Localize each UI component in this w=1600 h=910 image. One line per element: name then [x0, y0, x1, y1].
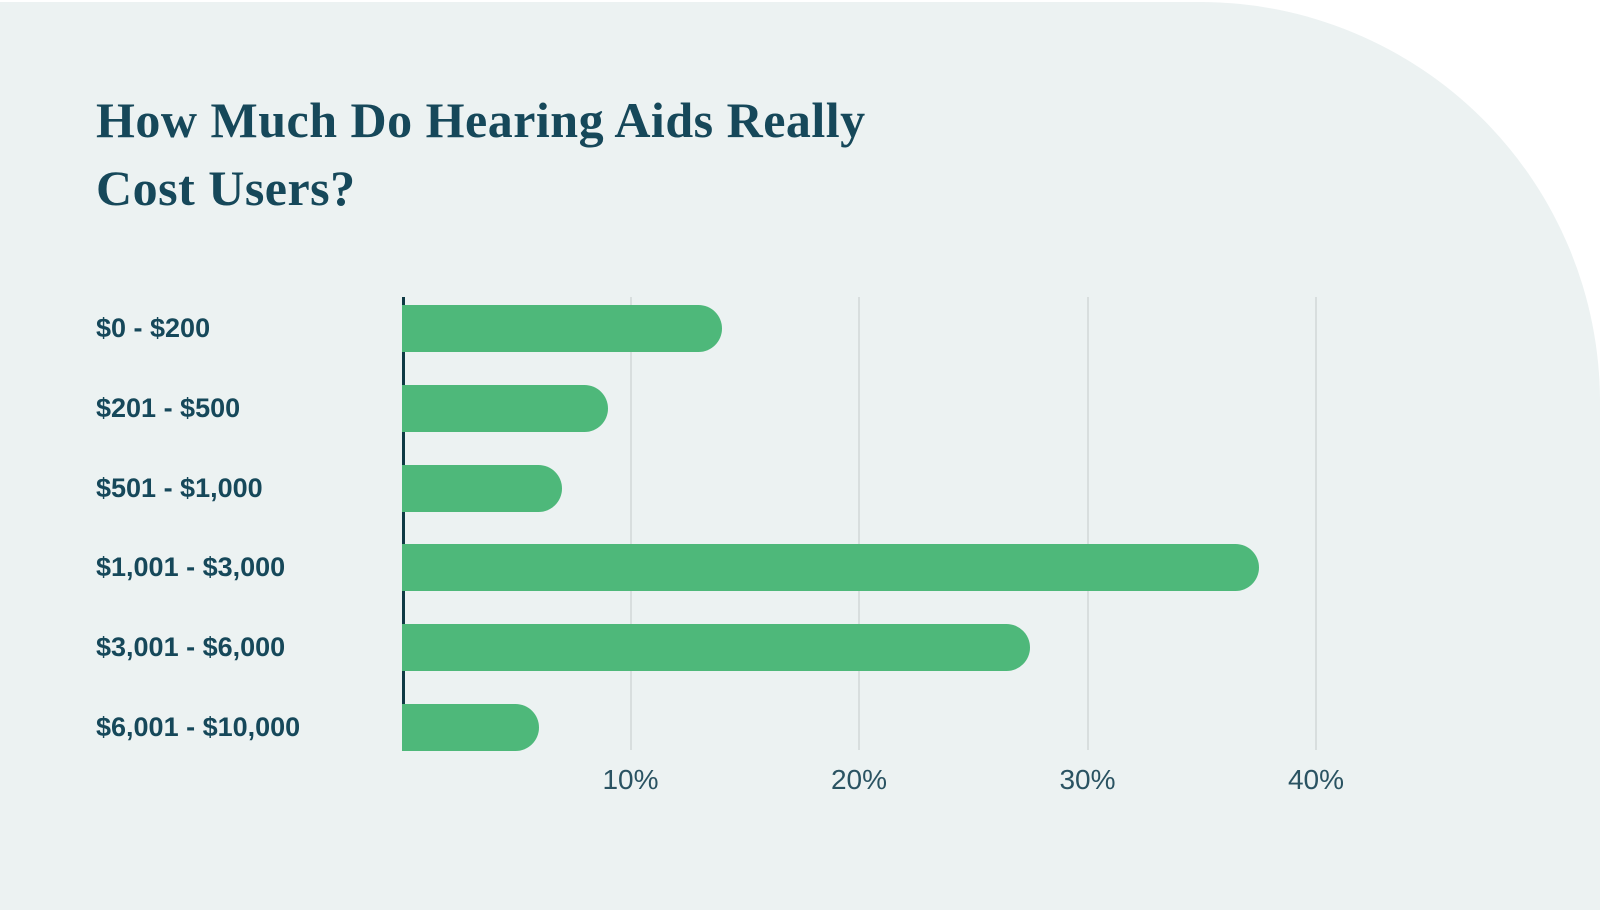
bar-row: [402, 448, 1512, 528]
gridline-20pct: [858, 297, 860, 750]
x-tick-label: 30%: [1059, 764, 1116, 795]
category-label: $3,001 - $6,000: [96, 631, 286, 662]
bar-6001-10000: [402, 703, 540, 751]
y-axis-line: [402, 297, 405, 750]
gridline-30pct: [1086, 297, 1089, 750]
bar-row: [402, 369, 1512, 449]
x-tick-label: 20%: [830, 764, 888, 795]
page-title: How Much Do Hearing Aids Really Cost Use…: [96, 86, 866, 222]
bar-1001-3000: [402, 544, 1259, 592]
category-label: $201 - $500: [96, 392, 241, 423]
category-labels: $0 - $200 $201 - $500 $501 - $1,000 $1,0…: [96, 289, 396, 767]
bar-3001-6000: [402, 623, 1031, 671]
x-axis-tick-labels: 10% 20% 30% 40%: [402, 764, 1512, 804]
bar-row: [402, 687, 1512, 767]
gridline-10pct: [629, 297, 632, 750]
bar-0-200: [402, 305, 722, 353]
category-label: $6,001 - $10,000: [96, 711, 301, 742]
bar-row: [402, 289, 1512, 369]
page-title-line-2: Cost Users?: [96, 160, 356, 216]
category-label: $501 - $1,000: [96, 472, 263, 503]
category-label: $1,001 - $3,000: [96, 552, 286, 583]
bar-series: [402, 289, 1512, 767]
category-label: $0 - $200: [96, 313, 211, 344]
bar-501-1000: [402, 464, 562, 512]
bar-row: [402, 608, 1512, 688]
x-tick-label: 10%: [602, 764, 659, 795]
gridline-40pct: [1315, 297, 1317, 750]
plot-area: [402, 297, 1512, 750]
x-tick-label: 40%: [1287, 764, 1345, 795]
page-title-line-1: How Much Do Hearing Aids Really: [96, 92, 866, 148]
bar-201-500: [402, 384, 608, 432]
bar-row: [402, 528, 1512, 608]
